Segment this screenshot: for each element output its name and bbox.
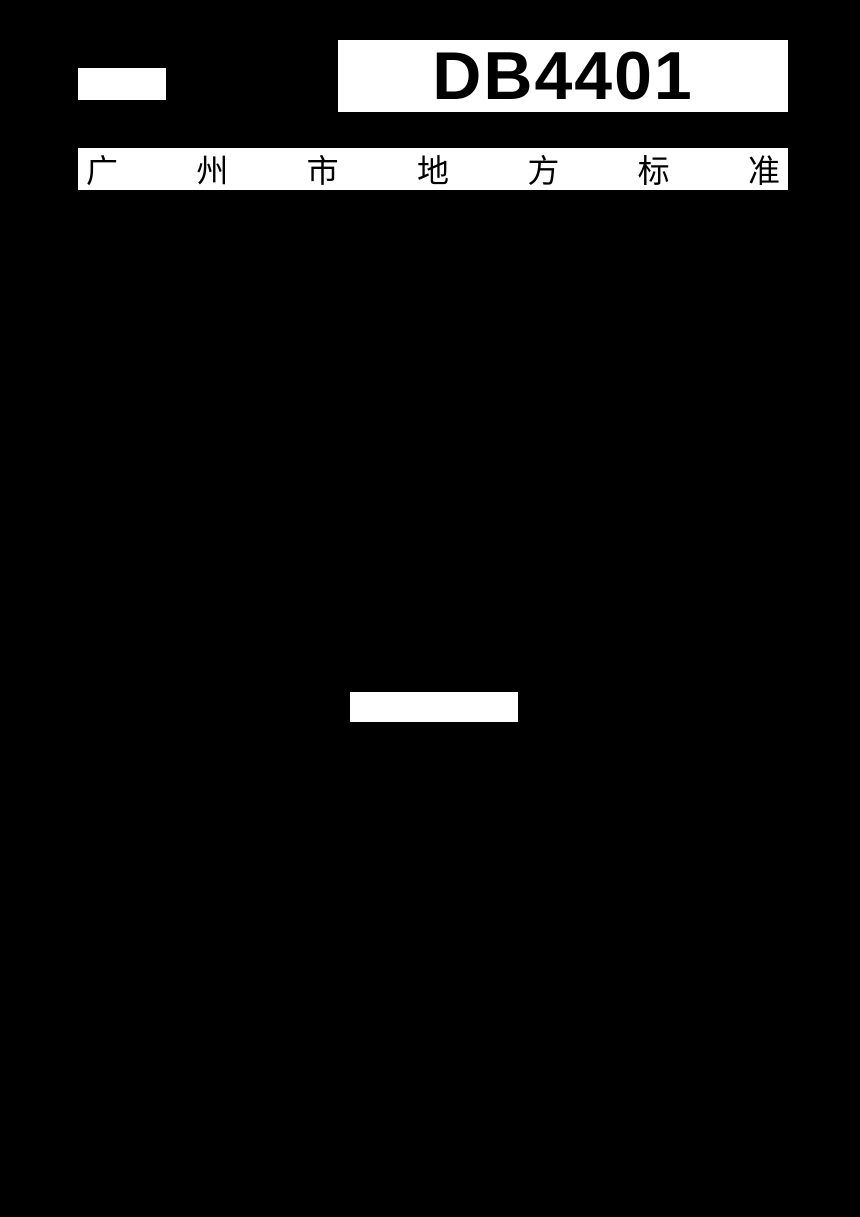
standard-char-3: 地 bbox=[417, 146, 449, 192]
standard-char-6: 准 bbox=[748, 146, 780, 192]
ics-box bbox=[78, 68, 166, 100]
standard-char-5: 标 bbox=[638, 146, 670, 192]
standard-name-box: 广 州 市 地 方 标 准 bbox=[78, 148, 788, 190]
standard-char-1: 州 bbox=[196, 146, 228, 192]
middle-box bbox=[350, 692, 518, 722]
standard-char-0: 广 bbox=[86, 146, 118, 192]
db-code-box: DB4401 bbox=[338, 40, 788, 112]
db-code-text: DB4401 bbox=[432, 37, 694, 115]
standard-char-4: 方 bbox=[527, 146, 559, 192]
standard-char-2: 市 bbox=[307, 146, 339, 192]
